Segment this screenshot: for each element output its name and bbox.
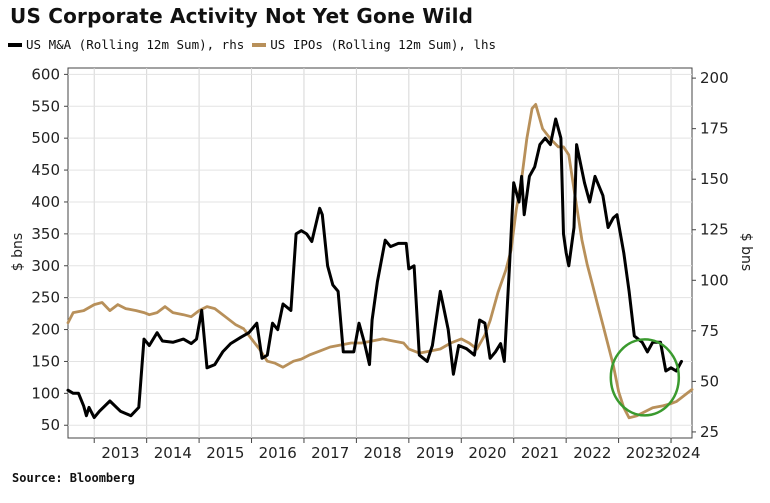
legend-swatch-ipo <box>252 42 267 47</box>
x-tick-label: 2016 <box>259 444 297 462</box>
source-note: Source: Bloomberg <box>12 471 135 485</box>
x-tick-label: 2018 <box>364 444 402 462</box>
x-tick-label: 2024 <box>662 444 700 462</box>
legend-item-mna: US M&A (Rolling 12m Sum), rhs <box>8 37 244 52</box>
y-left-tick-label: 450 <box>31 161 60 179</box>
y-right-tick-label: 50 <box>700 372 719 390</box>
x-tick-label: 2017 <box>311 444 349 462</box>
x-tick-label: 2015 <box>206 444 244 462</box>
y-right-tick-label: 100 <box>700 271 729 289</box>
y-right-tick-label: 25 <box>700 423 719 441</box>
y-right-tick-label: 150 <box>700 170 729 188</box>
x-tick-label: 2013 <box>101 444 139 462</box>
y-left-tick-label: 250 <box>31 289 60 307</box>
y-left-tick-label: 600 <box>31 65 60 83</box>
series-line-mna <box>66 117 683 420</box>
right-axis-ticks: 25 50 75 100 125 150 175 200 <box>692 69 729 441</box>
y-left-tick-label: 400 <box>31 193 60 211</box>
annotations <box>609 338 681 417</box>
left-axis-ticks: 50 100 150 200 250 300 350 400 450 500 550 600 <box>31 65 68 434</box>
legend-item-ipo: US IPOs (Rolling 12m Sum), lhs <box>252 37 496 52</box>
y-left-tick-label: 150 <box>31 352 60 370</box>
y-left-tick-label: 350 <box>31 225 60 243</box>
plot-frame <box>67 67 693 439</box>
x-tick-label: 2023 <box>626 444 664 462</box>
y-left-tick-label: 300 <box>31 257 60 275</box>
y-right-tick-label: 125 <box>700 221 729 239</box>
y-right-tick-label: 200 <box>700 69 729 87</box>
left-axis-label: $ bns <box>10 233 26 271</box>
y-left-tick-label: 50 <box>41 416 60 434</box>
y-left-tick-label: 500 <box>31 129 60 147</box>
series-lines <box>66 103 694 420</box>
x-tick-label: 2020 <box>468 444 506 462</box>
y-left-tick-label: 100 <box>31 384 60 402</box>
series-line-ipo <box>66 103 694 420</box>
chart-title: US Corporate Activity Not Yet Gone Wild <box>10 4 474 28</box>
legend: US M&A (Rolling 12m Sum), rhs US IPOs (R… <box>8 37 504 52</box>
x-tick-label: 2021 <box>521 444 559 462</box>
y-left-tick-label: 200 <box>31 321 60 339</box>
y-right-tick-label: 75 <box>700 322 719 340</box>
x-tick-label: 2014 <box>154 444 192 462</box>
legend-swatch-mna <box>8 42 22 47</box>
y-left-tick-label: 550 <box>31 97 60 115</box>
gridlines <box>68 68 692 438</box>
y-right-tick-label: 175 <box>700 120 729 138</box>
x-tick-label: 2019 <box>416 444 454 462</box>
legend-label-mna: US M&A (Rolling 12m Sum), rhs <box>26 37 245 52</box>
x-axis-ticks: 2013 2014 2015 2016 2017 2018 2019 2020 2021 2022… <box>93 438 701 462</box>
legend-label-ipo: US IPOs (Rolling 12m Sum), lhs <box>270 37 497 52</box>
right-axis-label: $ bns <box>738 233 754 271</box>
highlight-ellipse <box>609 338 681 417</box>
x-tick-label: 2022 <box>573 444 611 462</box>
